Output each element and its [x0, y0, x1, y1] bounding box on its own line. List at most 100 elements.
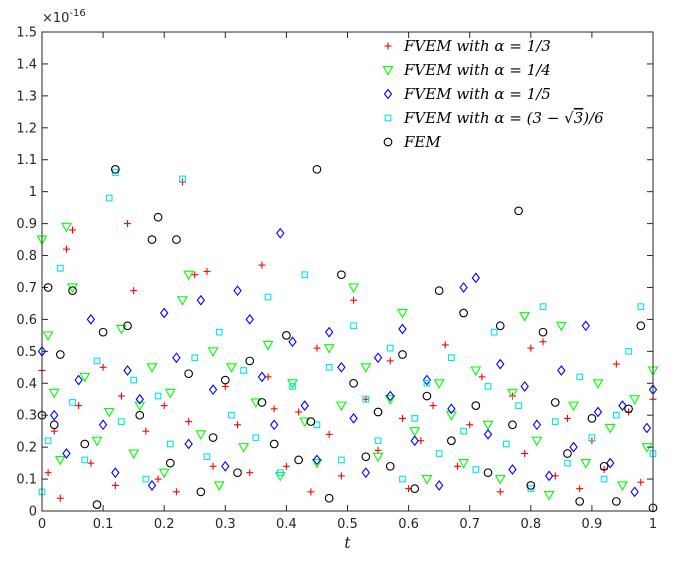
data-point [422, 391, 432, 401]
data-point [478, 373, 486, 381]
series-4-points [37, 164, 658, 513]
data-point [514, 206, 523, 216]
data-point [282, 462, 290, 470]
data-point [421, 475, 433, 485]
data-point [563, 414, 571, 422]
data-point [213, 481, 225, 492]
data-point [606, 457, 615, 469]
data-point [208, 433, 218, 442]
y-tick-label: 0.2 [16, 441, 37, 456]
data-point [62, 448, 71, 459]
data-point [289, 383, 296, 390]
data-point [538, 327, 548, 337]
data-point [384, 395, 396, 405]
legend-item-2: FVEM with α = 1/5 [383, 85, 551, 103]
data-point [233, 468, 242, 478]
legend-marker [383, 137, 393, 147]
data-point [60, 222, 72, 233]
data-point [282, 331, 291, 340]
plot-background [42, 32, 653, 511]
data-point [557, 365, 566, 376]
data-point [460, 427, 467, 435]
x-tick-label: 0 [38, 517, 46, 532]
data-point [191, 354, 199, 362]
data-point [42, 331, 54, 341]
legend-item-3: FVEM with α = (3 − √3)/6 [384, 109, 604, 127]
legend-item-4: FEM [383, 133, 441, 151]
data-point [307, 488, 315, 496]
data-point [311, 459, 323, 469]
data-point [323, 344, 335, 354]
data-point [123, 365, 132, 376]
data-point [490, 328, 498, 336]
legend-marker [383, 88, 393, 100]
data-point [75, 402, 83, 410]
data-point [429, 402, 437, 410]
data-point [483, 468, 493, 478]
data-point [599, 461, 609, 471]
data-point [215, 328, 223, 336]
data-point [398, 323, 407, 335]
data-point [447, 436, 456, 446]
data-point [110, 164, 120, 174]
data-point [184, 369, 193, 379]
data-point [258, 261, 266, 269]
data-point [134, 401, 146, 412]
data-point [115, 324, 127, 335]
data-point [154, 392, 162, 400]
data-point [276, 227, 285, 239]
data-point [69, 399, 76, 406]
data-point [196, 487, 206, 497]
data-point [335, 401, 347, 412]
data-point [246, 469, 254, 477]
data-point [185, 418, 193, 426]
data-point [362, 395, 370, 403]
data-point [543, 490, 555, 501]
data-point [196, 294, 206, 306]
data-point [496, 488, 504, 496]
data-point [128, 449, 140, 460]
data-point [508, 420, 517, 430]
data-point [294, 455, 303, 465]
data-point [618, 400, 627, 412]
data-point [551, 418, 559, 425]
data-point [245, 356, 255, 366]
y-tick-label: 0.3 [16, 409, 37, 424]
data-point [98, 419, 108, 431]
series-1-points [36, 222, 659, 501]
data-point [434, 480, 444, 491]
data-point [300, 400, 309, 412]
data-point [117, 392, 125, 400]
data-point [146, 363, 158, 373]
data-point [87, 459, 95, 467]
data-point [466, 421, 474, 429]
data-point [458, 459, 470, 469]
data-point [203, 268, 211, 275]
data-point [295, 408, 303, 416]
data-point [423, 379, 431, 387]
data-point [269, 439, 279, 449]
data-point [482, 420, 494, 431]
data-point [617, 481, 628, 492]
data-point [385, 461, 395, 471]
data-point [361, 452, 371, 462]
data-point [158, 468, 170, 479]
data-point [306, 417, 316, 426]
data-point [130, 287, 138, 295]
y-tick-label: 0.1 [16, 473, 37, 488]
data-point [80, 439, 90, 449]
legend-item-1: FVEM with α = 1/4 [382, 61, 551, 79]
data-point [564, 459, 571, 467]
data-point [177, 296, 188, 306]
data-point [172, 488, 180, 496]
series-2-points [37, 227, 658, 498]
data-point [123, 321, 132, 331]
data-point [398, 414, 406, 422]
data-point [99, 363, 107, 371]
y-tick-label: 1.5 [16, 26, 37, 41]
data-point [130, 376, 138, 384]
data-point [103, 407, 115, 418]
data-point [325, 363, 333, 371]
data-point [563, 449, 572, 458]
